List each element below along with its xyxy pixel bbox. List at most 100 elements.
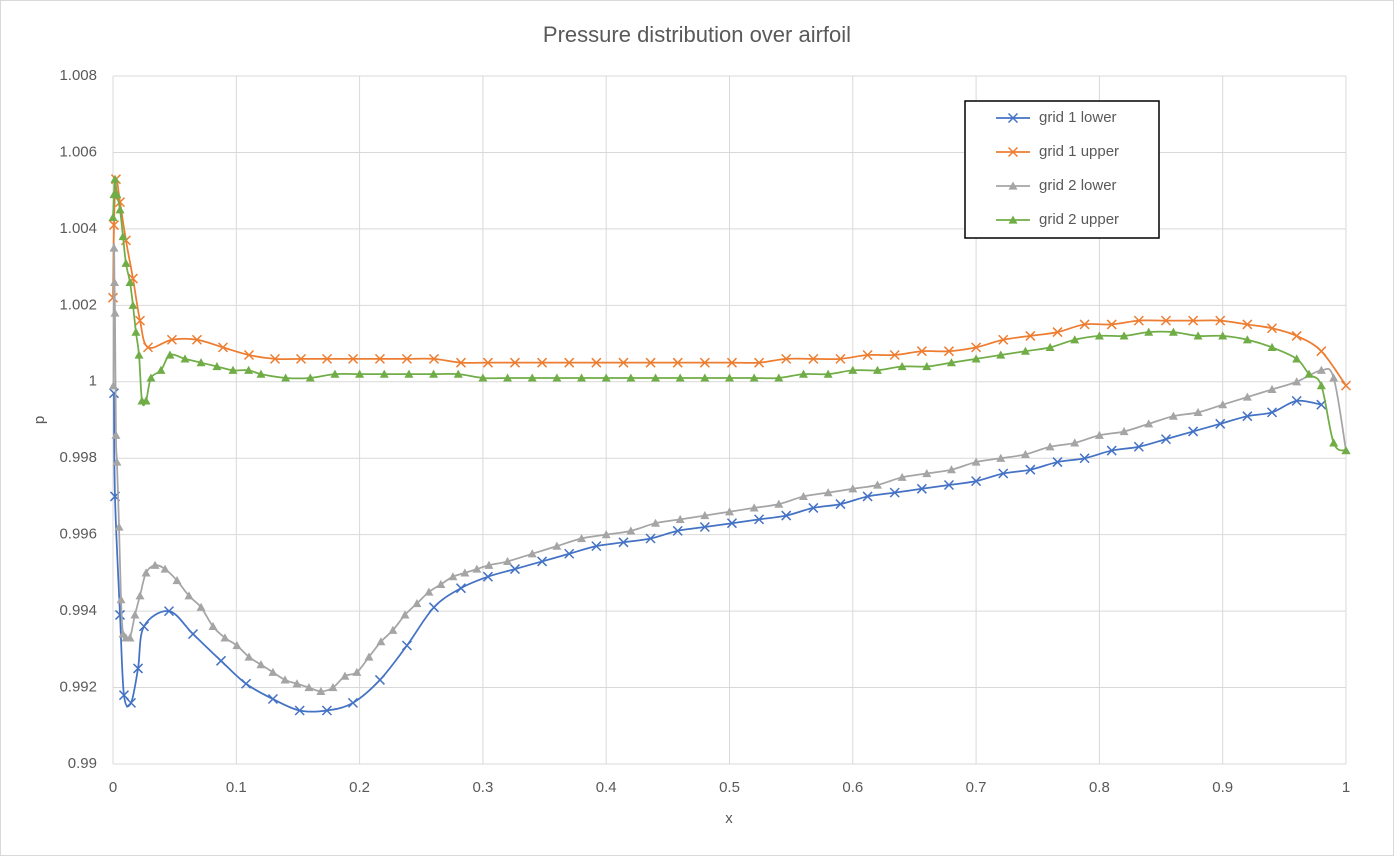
marker xyxy=(121,258,131,267)
marker xyxy=(916,483,927,494)
marker xyxy=(835,353,846,364)
marker xyxy=(889,349,900,361)
marker xyxy=(472,564,482,573)
marker xyxy=(1020,346,1030,355)
grid: 0.99 0.992 0.994 0.996 0.998 1 1.002 1.004 1.006… xyxy=(59,67,1350,796)
marker xyxy=(132,663,144,674)
marker xyxy=(180,354,190,363)
marker xyxy=(862,491,873,502)
marker xyxy=(1193,331,1203,340)
marker xyxy=(208,621,218,630)
marker xyxy=(503,556,513,566)
marker xyxy=(146,373,156,382)
marker xyxy=(754,357,765,368)
marker xyxy=(316,686,326,695)
marker xyxy=(455,357,466,368)
marker xyxy=(922,361,932,371)
marker xyxy=(131,327,141,336)
marker xyxy=(774,373,784,382)
marker xyxy=(726,518,737,529)
marker xyxy=(322,353,333,364)
marker xyxy=(862,349,873,361)
marker xyxy=(347,697,358,708)
marker xyxy=(1329,438,1339,447)
marker xyxy=(112,189,122,199)
marker xyxy=(754,514,765,525)
marker xyxy=(1218,400,1228,409)
marker xyxy=(268,667,278,676)
marker xyxy=(111,430,121,439)
marker xyxy=(509,357,520,368)
marker xyxy=(217,342,229,353)
x-tick-label: 0.6 xyxy=(842,779,863,796)
y-tick-label: 0.996 xyxy=(59,526,97,543)
marker xyxy=(267,693,278,705)
marker xyxy=(618,357,629,368)
marker xyxy=(509,564,520,575)
marker xyxy=(1052,457,1063,468)
marker xyxy=(108,381,118,390)
marker xyxy=(897,472,907,481)
marker xyxy=(244,365,254,374)
marker xyxy=(998,468,1009,479)
y-tick-label: 1.004 xyxy=(59,220,97,237)
marker xyxy=(725,507,734,516)
plot-area xyxy=(107,174,1352,716)
marker xyxy=(1052,327,1063,338)
marker xyxy=(1168,411,1178,420)
marker xyxy=(109,277,119,286)
marker xyxy=(1025,464,1036,475)
marker xyxy=(166,334,177,345)
marker xyxy=(196,602,206,611)
marker xyxy=(1291,395,1302,406)
marker xyxy=(330,369,340,378)
chart-title: Pressure distribution over airfoil xyxy=(543,22,851,47)
y-tick-label: 1.006 xyxy=(59,143,97,160)
marker xyxy=(114,522,124,531)
marker xyxy=(364,652,374,661)
marker xyxy=(1168,327,1178,336)
marker xyxy=(1316,381,1326,390)
marker xyxy=(872,480,882,489)
y-tick-label: 0.99 xyxy=(68,755,97,772)
marker xyxy=(108,212,118,222)
marker xyxy=(135,591,145,600)
marker xyxy=(134,315,146,326)
marker xyxy=(448,572,458,581)
marker xyxy=(1160,315,1172,326)
marker xyxy=(1316,346,1327,357)
marker xyxy=(404,369,414,378)
marker xyxy=(996,350,1006,359)
marker xyxy=(601,373,611,382)
marker xyxy=(401,353,412,364)
legend-label: grid 1 lower xyxy=(1039,109,1117,126)
marker xyxy=(1144,327,1154,336)
marker xyxy=(675,514,685,523)
marker xyxy=(675,373,685,382)
marker xyxy=(798,491,808,501)
marker xyxy=(946,465,956,474)
marker xyxy=(601,530,611,539)
marker xyxy=(125,633,135,642)
y-tick-label: 0.992 xyxy=(59,679,97,696)
marker xyxy=(1119,331,1129,340)
marker xyxy=(116,595,126,604)
marker xyxy=(1070,335,1080,344)
marker xyxy=(998,334,1009,345)
marker xyxy=(781,353,792,364)
marker xyxy=(244,652,254,661)
marker xyxy=(128,300,138,309)
marker xyxy=(808,502,819,513)
marker xyxy=(1045,342,1055,351)
marker xyxy=(1094,331,1104,340)
marker xyxy=(1160,434,1172,445)
x-axis-label: x xyxy=(725,810,733,827)
marker xyxy=(626,373,636,382)
marker xyxy=(1291,330,1302,341)
marker xyxy=(1188,315,1199,326)
x-tick-label: 0.5 xyxy=(719,779,740,796)
marker xyxy=(232,641,242,650)
marker xyxy=(996,453,1006,462)
marker xyxy=(163,606,175,617)
